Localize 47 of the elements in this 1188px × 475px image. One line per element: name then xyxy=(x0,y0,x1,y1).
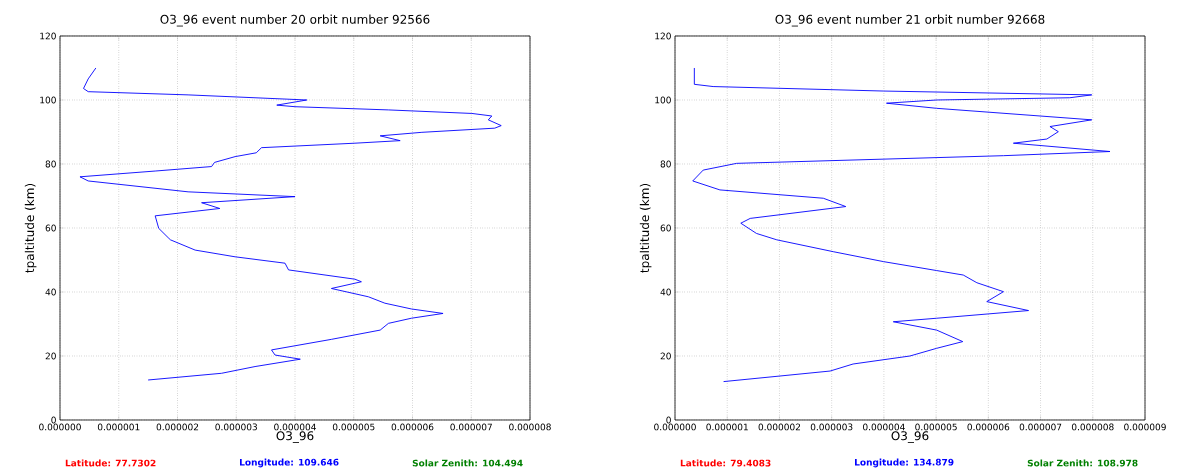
x-tick-label: 0.000002 xyxy=(758,423,801,431)
y-tick-label: 0 xyxy=(51,416,56,424)
y-axis-title: tpaltitude (km) xyxy=(639,183,652,273)
y-tick-label: 100 xyxy=(40,96,56,104)
y-tick-label: 120 xyxy=(655,32,671,40)
x-tick-label: 0.000008 xyxy=(509,423,551,431)
y-tick-label: 20 xyxy=(45,352,56,360)
x-tick-label: 0.000001 xyxy=(97,423,140,431)
y-tick-label: 80 xyxy=(45,160,56,168)
text: Longitude: 109.646 xyxy=(240,458,339,468)
y-tick-label: 40 xyxy=(45,288,56,296)
x-tick-label: 0.000007 xyxy=(1019,423,1062,431)
x-tick-label: 0.000002 xyxy=(156,423,199,431)
x-axis-title: O3_96 xyxy=(891,431,929,443)
x-tick-label: 0.000008 xyxy=(1071,423,1114,431)
x-tick-label: 0.000009 xyxy=(1124,423,1166,431)
y-tick-label: 100 xyxy=(655,96,671,104)
y-tick-label: 0 xyxy=(666,416,671,424)
x-tick-label: 0.000004 xyxy=(863,423,905,431)
text: Solar Zenith: 108.978 xyxy=(1027,459,1138,467)
text: Solar Zenith: 104.494 xyxy=(412,459,523,467)
x-tick-label: 0.000006 xyxy=(967,423,1010,431)
x-axis-title: O3_96 xyxy=(276,431,314,443)
y-axis-title: tpaltitude (km) xyxy=(24,183,37,273)
line-series xyxy=(79,67,502,381)
text: Latitude: 77.7302 xyxy=(65,459,156,467)
text: Latitude: 79.4083 xyxy=(680,459,771,467)
x-tick-label: 0.000000 xyxy=(39,423,81,431)
x-tick-label: 0.000003 xyxy=(810,423,853,431)
text: Longitude: 134.879 xyxy=(855,458,954,468)
x-tick-label: 0.000000 xyxy=(654,423,696,431)
y-tick-label: 60 xyxy=(45,224,56,232)
x-tick-label: 0.000005 xyxy=(332,423,375,431)
chart-title: O3_96 event number 20 orbit number 92566 xyxy=(160,14,430,27)
y-tick-label: 80 xyxy=(660,160,671,168)
y-tick-label: 20 xyxy=(660,352,671,360)
line-series xyxy=(692,67,1111,383)
y-tick-label: 120 xyxy=(40,32,56,40)
chart-title: O3_96 event number 21 orbit number 92668 xyxy=(775,14,1045,27)
x-tick-label: 0.000003 xyxy=(215,423,257,431)
x-tick-label: 0.000007 xyxy=(450,423,492,431)
x-tick-label: 0.000004 xyxy=(274,423,316,431)
y-tick-label: 60 xyxy=(660,224,671,232)
x-tick-label: 0.000005 xyxy=(915,423,957,431)
y-tick-label: 40 xyxy=(660,288,671,296)
x-tick-label: 0.000001 xyxy=(706,423,748,431)
x-tick-label: 0.000006 xyxy=(391,423,434,431)
